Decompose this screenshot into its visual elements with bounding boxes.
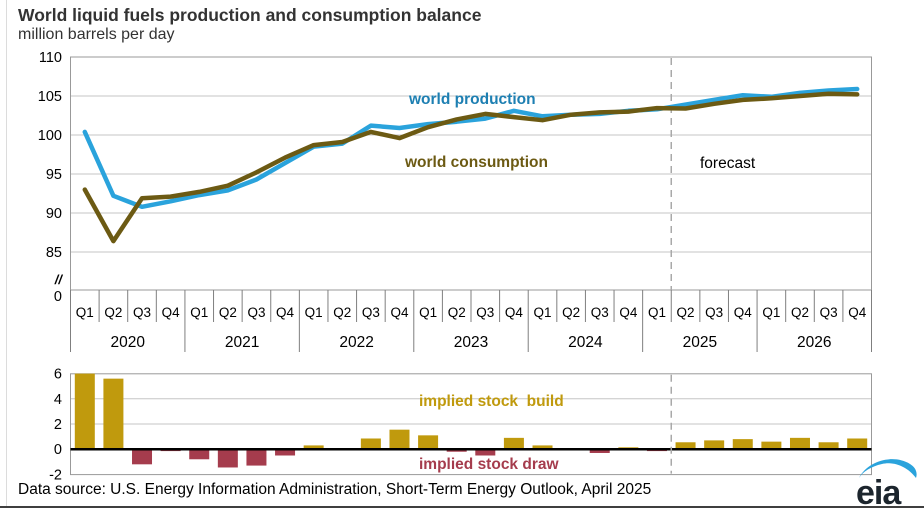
quarter-tick-label: Q2 bbox=[677, 305, 695, 320]
stock-draw-bar bbox=[189, 449, 210, 460]
y-axis-tick-label: 2 bbox=[54, 417, 62, 433]
year-tick-label: 2023 bbox=[454, 334, 488, 351]
y-axis-tick-label: 105 bbox=[38, 89, 62, 105]
eia-logo-swoosh-icon bbox=[859, 459, 917, 478]
quarter-tick-label: Q2 bbox=[333, 305, 351, 320]
line-chart: 110 105 100 95 90 85 // 0 Q1 Q2 Q3 Q4 2020 Q1 Q2 Q3 Q4 20… bbox=[38, 50, 872, 352]
stock-draw-bar bbox=[589, 449, 610, 453]
stock-build-bar bbox=[418, 435, 439, 450]
world-consumption-label: world consumption bbox=[405, 154, 548, 171]
stock-draw-bar bbox=[132, 449, 153, 465]
plot-border bbox=[70, 373, 872, 476]
quarter-tick-label: Q3 bbox=[591, 305, 609, 320]
quarter-tick-label: Q4 bbox=[162, 305, 181, 320]
stock-draw-bar bbox=[246, 449, 267, 466]
stock-draw-bar bbox=[446, 449, 467, 452]
year-tick-label: 2024 bbox=[568, 334, 603, 351]
quarter-tick-label: Q1 bbox=[190, 305, 208, 320]
quarter-tick-label: Q4 bbox=[390, 305, 409, 320]
y-axis-tick-label: 100 bbox=[38, 128, 62, 144]
forecast-label: forecast bbox=[700, 155, 756, 172]
quarter-tick-label: Q2 bbox=[104, 305, 122, 320]
stock-build-bar bbox=[789, 437, 810, 450]
year-tick-label: 2022 bbox=[339, 334, 373, 351]
stock-build-bar bbox=[847, 438, 868, 450]
quarter-tick-label: Q1 bbox=[419, 305, 437, 320]
world-production-label: world production bbox=[409, 91, 536, 108]
page-title: World liquid fuels production and consum… bbox=[18, 5, 482, 25]
stock-build-bar bbox=[360, 438, 381, 450]
y-axis-break-mark: // bbox=[54, 272, 64, 287]
y-axis-tick-label: 6 bbox=[54, 367, 62, 383]
quarter-tick-label: Q1 bbox=[648, 305, 666, 320]
year-tick-label: 2021 bbox=[225, 334, 259, 351]
window-edge-line bbox=[6, 0, 7, 506]
quarter-tick-label: Q2 bbox=[791, 305, 809, 320]
y-axis-tick-label: 85 bbox=[46, 245, 62, 261]
year-tick-label: 2026 bbox=[797, 334, 831, 351]
quarter-tick-label: Q2 bbox=[219, 305, 237, 320]
quarter-tick-label: Q3 bbox=[820, 305, 838, 320]
y-axis-tick-label: 110 bbox=[39, 50, 62, 66]
stock-draw-bar bbox=[475, 449, 496, 456]
stock-build-bar bbox=[303, 445, 324, 450]
quarter-tick-label: Q4 bbox=[734, 305, 753, 320]
quarter-tick-label: Q1 bbox=[305, 305, 323, 320]
units-label: million barrels per day bbox=[18, 26, 175, 43]
stock-draw-bar bbox=[217, 449, 238, 468]
quarter-tick-label: Q4 bbox=[505, 305, 524, 320]
eia-logo: eia bbox=[856, 459, 917, 512]
y-axis-tick-label: 4 bbox=[54, 392, 62, 408]
year-tick-label: 2020 bbox=[110, 334, 145, 351]
stock-draw-bar bbox=[275, 449, 296, 456]
y-axis-tick-label: 95 bbox=[46, 167, 62, 183]
quarter-tick-label: Q2 bbox=[562, 305, 580, 320]
stock-build-bar bbox=[503, 437, 524, 450]
quarter-tick-label: Q1 bbox=[534, 305, 552, 320]
quarter-tick-label: Q3 bbox=[476, 305, 494, 320]
eia-logo-text: eia bbox=[856, 474, 902, 512]
stock-build-bar bbox=[532, 445, 553, 450]
stock-build-bar bbox=[818, 442, 839, 450]
stock-change-bar-chart: 6 4 2 0 -2 bbox=[49, 367, 872, 483]
stock-build-bar bbox=[389, 429, 410, 450]
world-production-line bbox=[82, 86, 860, 210]
world-consumption-line bbox=[82, 91, 860, 244]
stock-build-bar bbox=[103, 378, 124, 450]
year-tick-label: 2025 bbox=[683, 334, 717, 351]
quarter-tick-label: Q4 bbox=[848, 305, 867, 320]
quarter-tick-label: Q2 bbox=[448, 305, 466, 320]
implied-stock-build-label: implied stock build bbox=[419, 393, 564, 410]
implied-stock-draw-label: implied stock draw bbox=[419, 456, 559, 473]
stock-build-bar bbox=[74, 373, 95, 450]
footer-divider bbox=[0, 506, 924, 508]
quarter-tick-label: Q3 bbox=[362, 305, 380, 320]
y-axis-tick-label: 90 bbox=[46, 206, 62, 222]
quarter-tick-label: Q1 bbox=[762, 305, 780, 320]
quarter-tick-label: Q1 bbox=[76, 305, 94, 320]
quarter-tick-label: Q3 bbox=[133, 305, 151, 320]
y-axis-tick-label: 0 bbox=[54, 442, 62, 458]
stock-build-bar bbox=[675, 442, 696, 450]
quarter-tick-label: Q4 bbox=[619, 305, 638, 320]
y-axis-zero-label: 0 bbox=[54, 289, 62, 305]
quarter-tick-label: Q3 bbox=[247, 305, 265, 320]
quarter-tick-label: Q4 bbox=[276, 305, 295, 320]
stock-build-bar bbox=[704, 440, 725, 450]
quarter-tick-label: Q3 bbox=[705, 305, 723, 320]
y-axis-tick-label: -2 bbox=[49, 467, 62, 483]
data-source-text: Data source: U.S. Energy Information Adm… bbox=[18, 481, 652, 498]
stock-build-bar bbox=[732, 439, 753, 450]
stock-build-bar bbox=[761, 441, 782, 450]
